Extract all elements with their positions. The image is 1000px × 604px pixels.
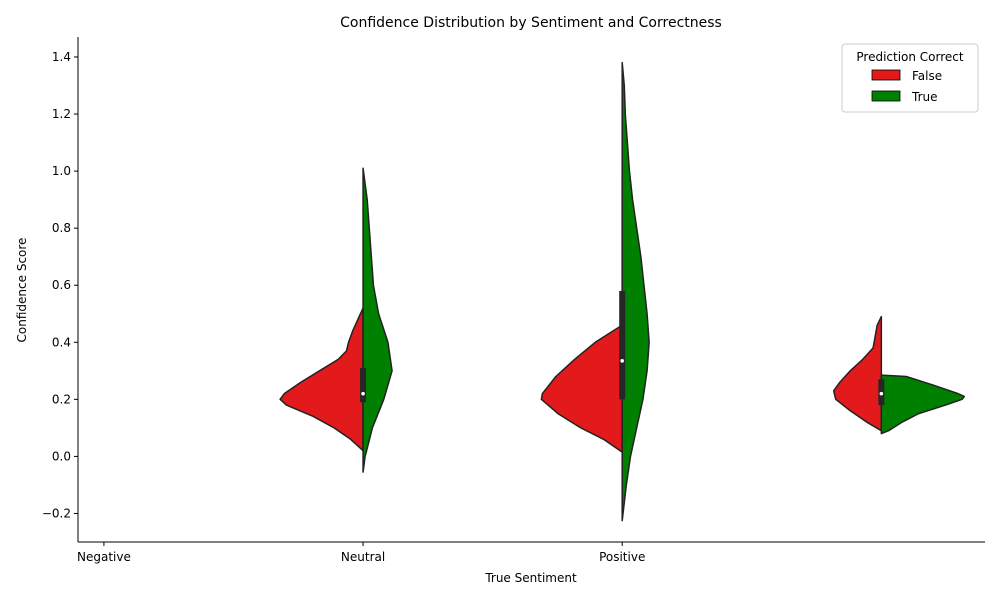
violin-half-false xyxy=(540,324,623,453)
violin-median xyxy=(879,391,884,396)
violin-half-false xyxy=(279,307,364,452)
x-tick-label: Negative xyxy=(77,550,131,564)
y-tick-label: 0.0 xyxy=(52,449,71,463)
legend-swatch-true xyxy=(871,90,901,102)
violin-half-true xyxy=(880,374,966,435)
violin-half-true xyxy=(362,167,393,473)
legend-label-true: True xyxy=(911,90,938,104)
violin-half-false xyxy=(832,315,883,432)
y-tick-label: 0.4 xyxy=(52,335,71,349)
y-tick-label: 1.4 xyxy=(52,50,71,64)
x-axis-label: True Sentiment xyxy=(484,571,577,585)
violin-median xyxy=(620,359,624,363)
y-axis-label: Confidence Score xyxy=(15,238,29,343)
y-tick-label: 0.6 xyxy=(52,278,71,292)
chart-title: Confidence Distribution by Sentiment and… xyxy=(340,15,722,31)
violin-box xyxy=(360,367,367,403)
violin-marks xyxy=(279,61,966,522)
violin-2 xyxy=(540,61,650,522)
violin-1 xyxy=(279,167,393,473)
y-tick-label: 1.0 xyxy=(52,164,71,178)
legend: Prediction Correct False True xyxy=(841,43,979,113)
y-tick-label: 0.8 xyxy=(52,221,71,235)
y-tick-label: −0.2 xyxy=(42,506,71,520)
violin-half-true xyxy=(621,61,650,522)
y-tick-label: 0.2 xyxy=(52,392,71,406)
legend-swatch-false xyxy=(871,69,901,81)
legend-title: Prediction Correct xyxy=(856,50,964,64)
x-tick-label: Neutral xyxy=(341,550,385,564)
y-tick-label: 1.2 xyxy=(52,107,71,121)
violin-median xyxy=(361,391,365,396)
violin-3 xyxy=(832,315,966,435)
x-tick-label: Positive xyxy=(599,550,645,564)
violin-box xyxy=(619,290,626,400)
y-ticks: −0.2 0.0 0.2 0.4 0.6 0.8 1.0 1.2 1.4 xyxy=(42,50,78,520)
legend-label-false: False xyxy=(912,69,942,83)
x-ticks: Negative Neutral Positive xyxy=(77,542,645,564)
